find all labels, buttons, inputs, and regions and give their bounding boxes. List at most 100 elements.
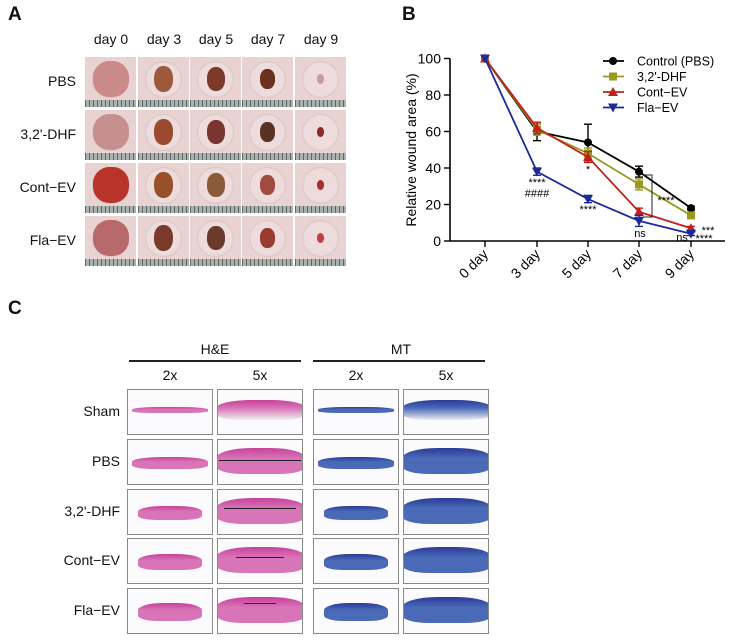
treatment-row-label: PBS (91, 453, 120, 469)
wound-photo (190, 57, 241, 107)
data-point (532, 167, 542, 177)
histology-image (217, 389, 303, 435)
x-tick-label: 0 day (456, 246, 492, 282)
wound-photo (138, 57, 189, 107)
significance-bracket (643, 174, 653, 218)
legend-label: 3,2'-DHF (637, 70, 687, 84)
treatment-row-label: PBS (47, 73, 76, 89)
histology-image (403, 588, 489, 634)
magnification-header: 5x (252, 367, 268, 383)
significance-annotation: * (586, 164, 591, 176)
y-tick-label: 100 (418, 51, 442, 67)
wound-photo (85, 57, 136, 107)
legend-marker (609, 72, 617, 81)
histology-image (403, 389, 489, 435)
wound-photo (138, 163, 189, 213)
histology-image (313, 389, 399, 435)
y-tick-label: 40 (425, 160, 441, 176)
histology-image (127, 538, 213, 584)
histology-image (217, 588, 303, 634)
stain-header-he: H&E (200, 341, 230, 357)
legend-label: Control (PBS) (637, 55, 714, 69)
x-tick-label: 9 day (662, 246, 698, 282)
wound-photo (190, 216, 241, 266)
wound-area-chart: 0 20 40 60 80 100 0 day 3 day 5 day 7 day 9 day Rel… (403, 51, 725, 282)
histology-image (127, 389, 213, 435)
wound-photo (85, 163, 136, 213)
data-point (634, 216, 644, 226)
wound-photo (190, 110, 241, 160)
data-point (634, 206, 644, 216)
histology-image (313, 439, 399, 485)
significance-annotation: *** (702, 225, 716, 237)
day-column-header: day 7 (250, 31, 286, 47)
treatment-row-label: Cont−EV (63, 552, 120, 568)
treatment-row-label: Cont−EV (19, 179, 76, 195)
treatment-row-label: 3,2'-DHF (20, 126, 76, 142)
wound-width-arrow (219, 460, 301, 461)
y-axis-label: Relative wound area (%) (403, 73, 419, 226)
data-point (480, 54, 490, 64)
data-point (686, 229, 696, 239)
histology-image (403, 439, 489, 485)
treatment-row-label: Fla−EV (29, 232, 76, 248)
magnification-header: 5x (438, 367, 454, 383)
wound-photo (190, 163, 241, 213)
day-column-header: day 3 (146, 31, 182, 47)
wound-photo (242, 57, 293, 107)
y-tick-label: 80 (425, 87, 441, 103)
data-point (583, 152, 593, 162)
legend-marker (609, 57, 617, 65)
legend-marker (608, 87, 618, 96)
data-point (532, 122, 542, 132)
magnification-header: 2x (348, 367, 364, 383)
histology-image (217, 489, 303, 535)
significance-annotation: **** (657, 195, 675, 207)
x-tick-label: 7 day (610, 246, 646, 282)
treatment-row-label: Fla−EV (73, 602, 120, 618)
panel-b-label: B (402, 4, 416, 25)
histology-image (313, 538, 399, 584)
wound-photo (295, 57, 346, 107)
legend-label: Cont−EV (637, 86, 688, 100)
histology-image (127, 588, 213, 634)
data-point (584, 138, 592, 147)
stain-header-mt: MT (390, 341, 412, 357)
histology-image (313, 489, 399, 535)
divider (313, 360, 485, 362)
treatment-row-label: 3,2'-DHF (64, 503, 120, 519)
wound-photo (295, 110, 346, 160)
significance-annotation: ns (634, 228, 646, 240)
day-column-header: day 9 (303, 31, 339, 47)
significance-annotation: **** (579, 204, 597, 216)
y-tick-label: 20 (425, 197, 441, 213)
divider (129, 360, 301, 362)
data-point (687, 211, 695, 220)
day-column-header: day 5 (198, 31, 234, 47)
x-tick-label: 3 day (508, 246, 544, 282)
data-point (635, 167, 643, 176)
histology-image (127, 489, 213, 535)
significance-annotation: #### (525, 188, 550, 200)
wound-width-arrow (224, 508, 296, 509)
y-tick-label: 0 (433, 233, 441, 249)
wound-width-arrow (244, 603, 276, 604)
wound-photo (138, 216, 189, 266)
wound-photo (295, 216, 346, 266)
wound-photo (242, 110, 293, 160)
significance-annotation: **** (528, 177, 546, 189)
y-tick-label: 60 (425, 124, 441, 140)
panel-c-label: C (8, 298, 22, 319)
wound-photo (295, 163, 346, 213)
wound-photo (138, 110, 189, 160)
magnification-header: 2x (162, 367, 178, 383)
histology-image (217, 439, 303, 485)
histology-image (127, 439, 213, 485)
legend-marker (608, 103, 618, 113)
data-point (635, 180, 643, 189)
significance-annotation: **** (695, 233, 713, 245)
wound-photo (242, 216, 293, 266)
treatment-row-label: Sham (83, 403, 120, 419)
histology-image (217, 538, 303, 584)
